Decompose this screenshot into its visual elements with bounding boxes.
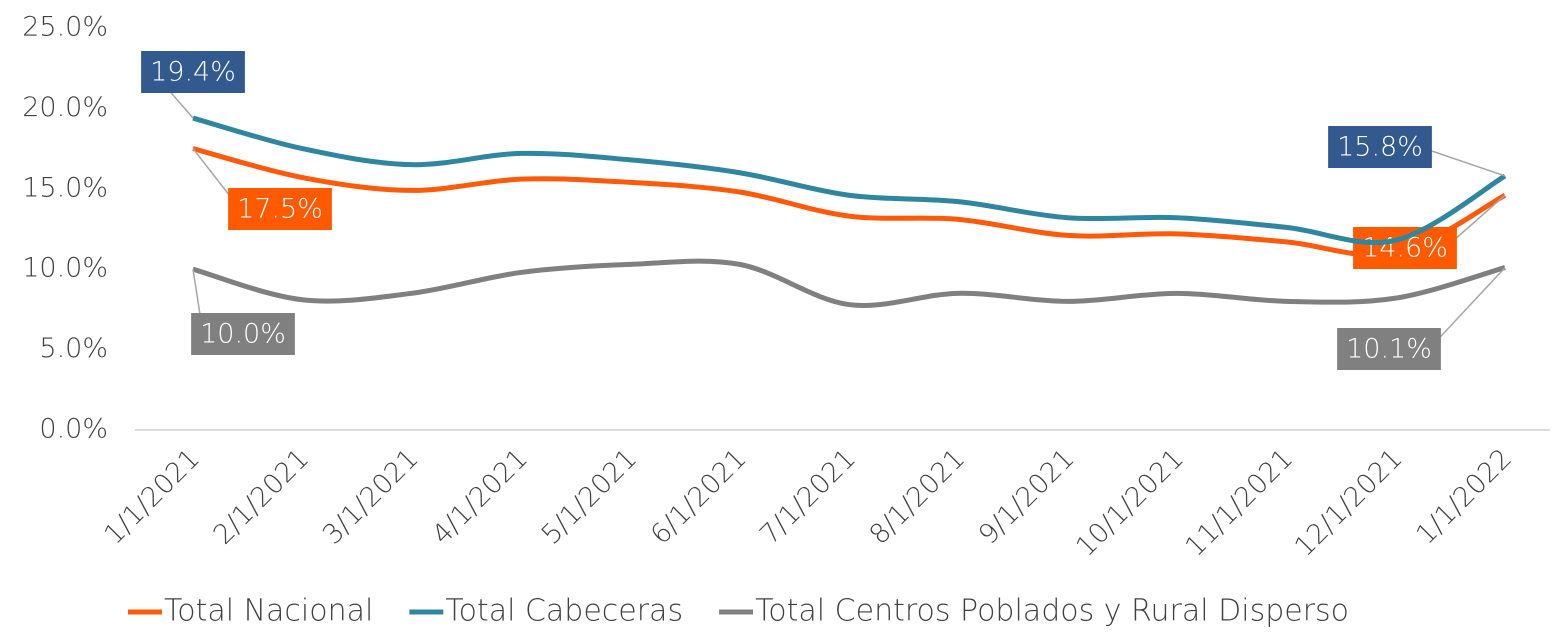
x-tick-label: 6/1/2021	[645, 443, 753, 551]
series-line	[192, 146, 1507, 258]
x-tick-label: 1/1/2021	[98, 443, 206, 551]
y-tick-label: 25.0%	[22, 12, 108, 43]
data-label-box	[1328, 126, 1432, 168]
data-label: 10.0%	[191, 313, 295, 355]
legend-label: Total Centros Poblados y Rural Disperso	[755, 594, 1349, 629]
y-tick-label: 0.0%	[39, 414, 108, 445]
series-line	[192, 115, 1507, 246]
x-tick-label: 3/1/2021	[317, 443, 425, 551]
leader-line	[1428, 267, 1506, 350]
data-label: 15.8%	[1328, 126, 1432, 168]
x-tick-label: 7/1/2021	[754, 443, 862, 551]
data-label: 17.5%	[228, 188, 332, 230]
data-label-text: 10.0%	[200, 319, 286, 350]
y-tick-label: 5.0%	[39, 333, 108, 364]
data-label-text: 19.4%	[150, 57, 236, 88]
data-label-text: 15.8%	[1337, 132, 1423, 163]
series-line	[192, 258, 1506, 308]
x-tick-label: 2/1/2021	[208, 443, 316, 551]
data-label-box	[228, 188, 332, 230]
data-label-text: 10.1%	[1346, 334, 1432, 365]
x-tick-label: 8/1/2021	[864, 443, 972, 551]
x-tick-label: 5/1/2021	[536, 443, 644, 551]
x-tick-label: 9/1/2021	[973, 443, 1081, 551]
data-label-box	[141, 51, 245, 93]
y-tick-label: 10.0%	[22, 253, 108, 284]
data-label-box	[1337, 328, 1441, 370]
data-label: 10.1%	[1337, 328, 1441, 370]
data-label: 14.6%	[1353, 227, 1457, 269]
y-tick-label: 15.0%	[22, 172, 108, 203]
x-tick-label: 4/1/2021	[426, 443, 534, 551]
x-tick-label: 11/1/2021	[1179, 443, 1299, 563]
x-tick-label: 1/1/2022	[1410, 443, 1518, 551]
data-label-box	[191, 313, 295, 355]
data-label: 19.4%	[141, 51, 245, 93]
data-label-box	[1353, 227, 1457, 269]
leader-line	[1419, 146, 1506, 177]
data-label-text: 17.5%	[237, 194, 323, 225]
legend-label: Total Cabeceras	[445, 594, 683, 629]
y-tick-label: 20.0%	[22, 92, 108, 123]
legend-label: Total Nacional	[164, 594, 373, 629]
x-tick-label: 10/1/2021	[1070, 443, 1190, 563]
x-tick-label: 12/1/2021	[1289, 443, 1409, 563]
